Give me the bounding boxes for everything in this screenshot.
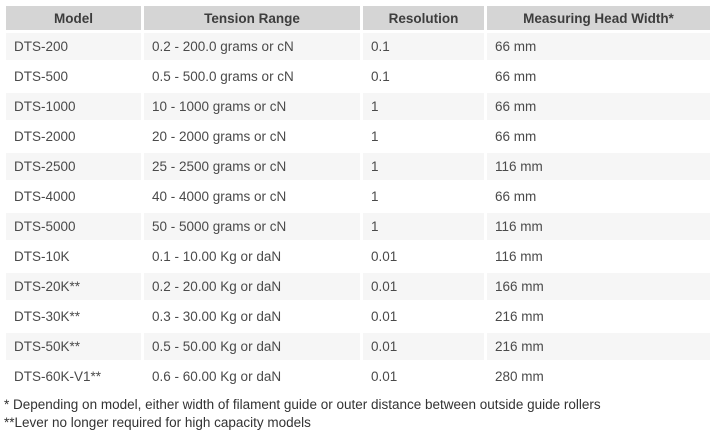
table-row: DTS-2500 25 - 2500 grams or cN 1 116 mm bbox=[6, 153, 710, 180]
head-width-cell: 116 mm bbox=[487, 153, 710, 180]
model-cell: DTS-2000 bbox=[6, 123, 141, 150]
column-header-resolution: Resolution bbox=[363, 6, 484, 30]
tension-range-cell: 0.1 - 10.00 Kg or daN bbox=[144, 243, 360, 270]
head-width-cell: 216 mm bbox=[487, 303, 710, 330]
table-row: DTS-1000 10 - 1000 grams or cN 1 66 mm bbox=[6, 93, 710, 120]
tension-range-cell: 40 - 4000 grams or cN bbox=[144, 183, 360, 210]
resolution-cell: 0.1 bbox=[363, 33, 484, 60]
tension-meter-spec-table: Model Tension Range Resolution Measuring… bbox=[3, 3, 713, 393]
model-cell: DTS-10K bbox=[6, 243, 141, 270]
table-row: DTS-30K** 0.3 - 30.00 Kg or daN 0.01 216 mm bbox=[6, 303, 710, 330]
head-width-cell: 66 mm bbox=[487, 123, 710, 150]
table-body: DTS-200 0.2 - 200.0 grams or cN 0.1 66 mm DT… bbox=[6, 33, 710, 390]
resolution-cell: 1 bbox=[363, 123, 484, 150]
table-row: DTS-5000 50 - 5000 grams or cN 1 116 mm bbox=[6, 213, 710, 240]
model-cell: DTS-30K** bbox=[6, 303, 141, 330]
resolution-cell: 1 bbox=[363, 93, 484, 120]
table-row: DTS-2000 20 - 2000 grams or cN 1 66 mm bbox=[6, 123, 710, 150]
model-cell: DTS-50K** bbox=[6, 333, 141, 360]
header-row: Model Tension Range Resolution Measuring… bbox=[6, 6, 710, 30]
model-cell: DTS-5000 bbox=[6, 213, 141, 240]
head-width-cell: 66 mm bbox=[487, 33, 710, 60]
resolution-cell: 1 bbox=[363, 153, 484, 180]
head-width-cell: 66 mm bbox=[487, 63, 710, 90]
head-width-cell: 216 mm bbox=[487, 333, 710, 360]
tension-range-cell: 0.2 - 200.0 grams or cN bbox=[144, 33, 360, 60]
footnote-lever: **Lever no longer required for high capa… bbox=[4, 415, 311, 430]
resolution-cell: 0.01 bbox=[363, 303, 484, 330]
head-width-cell: 280 mm bbox=[487, 363, 710, 390]
tension-range-cell: 0.3 - 30.00 Kg or daN bbox=[144, 303, 360, 330]
head-width-cell: 66 mm bbox=[487, 183, 710, 210]
resolution-cell: 1 bbox=[363, 183, 484, 210]
footnote-head-width: * Depending on model, either width of fi… bbox=[4, 397, 601, 412]
tension-range-cell: 0.2 - 20.00 Kg or daN bbox=[144, 273, 360, 300]
resolution-cell: 0.1 bbox=[363, 63, 484, 90]
table-row: DTS-60K-V1** 0.6 - 60.00 Kg or daN 0.01 280… bbox=[6, 363, 710, 390]
table-row: DTS-200 0.2 - 200.0 grams or cN 0.1 66 mm bbox=[6, 33, 710, 60]
resolution-cell: 0.01 bbox=[363, 363, 484, 390]
model-cell: DTS-2500 bbox=[6, 153, 141, 180]
tension-range-cell: 0.5 - 50.00 Kg or daN bbox=[144, 333, 360, 360]
tension-range-cell: 25 - 2500 grams or cN bbox=[144, 153, 360, 180]
table-row: DTS-20K** 0.2 - 20.00 Kg or daN 0.01 166 mm bbox=[6, 273, 710, 300]
head-width-cell: 116 mm bbox=[487, 243, 710, 270]
head-width-cell: 166 mm bbox=[487, 273, 710, 300]
model-cell: DTS-500 bbox=[6, 63, 141, 90]
column-header-tension-range: Tension Range bbox=[144, 6, 360, 30]
tension-range-cell: 20 - 2000 grams or cN bbox=[144, 123, 360, 150]
tension-range-cell: 0.6 - 60.00 Kg or daN bbox=[144, 363, 360, 390]
resolution-cell: 0.01 bbox=[363, 333, 484, 360]
table-row: DTS-500 0.5 - 500.0 grams or cN 0.1 66 mm bbox=[6, 63, 710, 90]
model-cell: DTS-20K** bbox=[6, 273, 141, 300]
column-header-model: Model bbox=[6, 6, 141, 30]
tension-range-cell: 50 - 5000 grams or cN bbox=[144, 213, 360, 240]
column-header-head-width: Measuring Head Width* bbox=[487, 6, 710, 30]
resolution-cell: 0.01 bbox=[363, 243, 484, 270]
resolution-cell: 0.01 bbox=[363, 273, 484, 300]
table-row: DTS-50K** 0.5 - 50.00 Kg or daN 0.01 216 mm bbox=[6, 333, 710, 360]
table-header: Model Tension Range Resolution Measuring… bbox=[6, 6, 710, 30]
footnotes: * Depending on model, either width of fi… bbox=[4, 396, 713, 432]
head-width-cell: 116 mm bbox=[487, 213, 710, 240]
head-width-cell: 66 mm bbox=[487, 93, 710, 120]
table-row: DTS-4000 40 - 4000 grams or cN 1 66 mm bbox=[6, 183, 710, 210]
resolution-cell: 1 bbox=[363, 213, 484, 240]
model-cell: DTS-200 bbox=[6, 33, 141, 60]
tension-range-cell: 0.5 - 500.0 grams or cN bbox=[144, 63, 360, 90]
model-cell: DTS-60K-V1** bbox=[6, 363, 141, 390]
tension-range-cell: 10 - 1000 grams or cN bbox=[144, 93, 360, 120]
model-cell: DTS-4000 bbox=[6, 183, 141, 210]
table-row: DTS-10K 0.1 - 10.00 Kg or daN 0.01 116 mm bbox=[6, 243, 710, 270]
model-cell: DTS-1000 bbox=[6, 93, 141, 120]
